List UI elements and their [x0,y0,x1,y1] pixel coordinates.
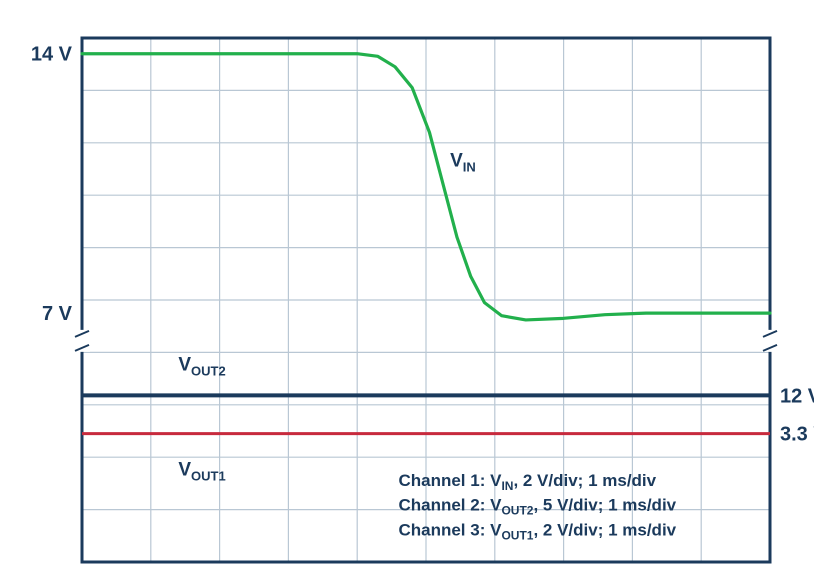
svg-text:14 V: 14 V [31,44,73,66]
scope-svg: 14 V7 V12 V3.3 VVINVOUT2VOUT1Channel 1: … [20,20,794,562]
legend-line: Channel 1: VIN, 2 V/div; 1 ms/div [398,471,656,493]
legend-line: Channel 2: VOUT2, 5 V/div; 1 ms/div [398,496,676,518]
svg-text:3.3 V: 3.3 V [780,424,814,446]
legend-line: Channel 3: VOUT1, 2 V/div; 1 ms/div [398,520,676,542]
svg-text:12 V: 12 V [780,385,814,407]
svg-text:7 V: 7 V [42,303,73,325]
scope-chart: 14 V7 V12 V3.3 VVINVOUT2VOUT1Channel 1: … [20,20,794,562]
